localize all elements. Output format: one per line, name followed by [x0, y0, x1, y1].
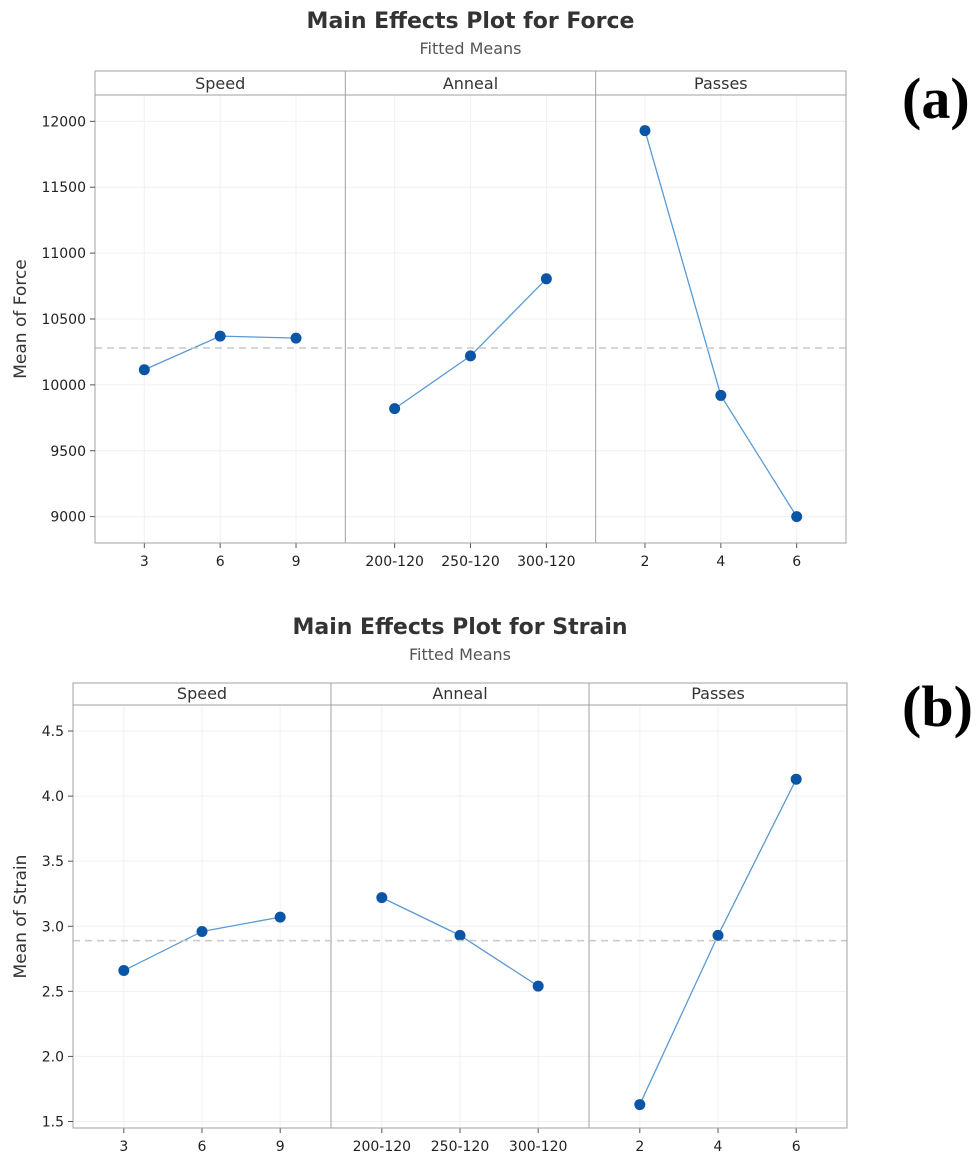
strain-y-tick-label: 3.0 — [42, 919, 64, 935]
force-data-point — [290, 332, 302, 344]
strain-x-tick-label: 200-120 — [353, 1139, 412, 1155]
strain-data-point — [118, 965, 130, 977]
panel-label-a: (a) — [902, 66, 970, 131]
force-y-axis-label: Mean of Force — [11, 259, 31, 379]
force-data-point — [639, 125, 651, 137]
force-data-point — [715, 389, 727, 401]
strain-data-point — [532, 980, 544, 992]
strain-plot-frame — [72, 682, 848, 1129]
strain-x-tick-label: 9 — [276, 1139, 285, 1155]
strain-panel-header-passes: Passes — [691, 684, 745, 703]
strain-chart-title: Main Effects Plot for Strain — [292, 615, 627, 640]
strain-panel-header-anneal: Anneal — [432, 684, 487, 703]
force-panel-header-anneal: Anneal — [443, 74, 498, 93]
strain-y-tick-label: 3.5 — [42, 854, 64, 870]
strain-y-tick-label: 2.0 — [42, 1049, 64, 1065]
force-panel-header-passes: Passes — [694, 74, 748, 93]
strain-y-tick-label: 1.5 — [42, 1114, 64, 1130]
strain-chart: Main Effects Plot for Strain Fitted Means… — [0, 600, 900, 1160]
force-y-tick-label: 11000 — [41, 246, 86, 262]
force-data-point — [138, 364, 150, 376]
strain-data-point — [376, 892, 388, 904]
strain-chart-subtitle: Fitted Means — [409, 645, 511, 664]
strain-y-tick-label: 4.5 — [42, 724, 64, 740]
force-x-tick-label: 200-120 — [365, 554, 424, 570]
force-x-tick-label: 4 — [716, 554, 725, 570]
force-x-tick-label: 300-120 — [517, 554, 576, 570]
force-data-point — [465, 350, 476, 362]
force-data-point — [791, 511, 803, 523]
strain-panel-header-speed: Speed — [177, 684, 227, 703]
force-y-tick-label: 11500 — [41, 180, 86, 196]
strain-chart-svg: Main Effects Plot for Strain Fitted Means… — [11, 615, 848, 1155]
force-chart-subtitle: Fitted Means — [419, 39, 521, 58]
force-y-tick-label: 9500 — [50, 444, 86, 460]
strain-data-point — [454, 929, 466, 941]
strain-x-tick-label: 300-120 — [509, 1139, 568, 1155]
force-x-tick-label: 2 — [641, 554, 650, 570]
strain-y-tick-label: 2.5 — [42, 984, 64, 1000]
strain-x-tick-label: 6 — [198, 1139, 207, 1155]
strain-y-axis-label: Mean of Strain — [11, 855, 31, 979]
force-y-tick-label: 10500 — [41, 312, 86, 328]
force-y-tick-label: 12000 — [41, 114, 86, 130]
strain-data-point — [712, 929, 724, 941]
strain-y-tick-label: 4.0 — [42, 789, 64, 805]
strain-x-tick-label: 3 — [119, 1139, 128, 1155]
force-x-tick-label: 250-120 — [441, 554, 500, 570]
force-chart: Main Effects Plot for Force Fitted Means M… — [0, 0, 900, 589]
strain-data-point — [790, 773, 802, 785]
force-data-point — [389, 403, 401, 415]
force-y-tick-label: 9000 — [50, 510, 86, 526]
strain-data-point — [196, 925, 208, 937]
force-x-tick-label: 6 — [792, 554, 801, 570]
force-x-tick-label: 3 — [140, 554, 149, 570]
force-data-point — [214, 330, 226, 342]
strain-x-tick-label: 2 — [635, 1139, 644, 1155]
strain-x-tick-label: 6 — [792, 1139, 801, 1155]
force-chart-title: Main Effects Plot for Force — [307, 9, 635, 34]
strain-data-point — [274, 911, 286, 923]
force-data-point — [540, 273, 552, 285]
force-panel-header-speed: Speed — [195, 74, 245, 93]
force-y-tick-label: 10000 — [41, 378, 86, 394]
strain-x-tick-label: 250-120 — [431, 1139, 490, 1155]
force-chart-svg: Main Effects Plot for Force Fitted Means M… — [11, 9, 847, 570]
force-x-tick-label: 9 — [292, 554, 301, 570]
strain-x-tick-label: 4 — [714, 1139, 723, 1155]
force-plot-frame — [94, 70, 847, 544]
panel-label-b: (b) — [902, 674, 973, 739]
strain-data-point — [634, 1099, 646, 1111]
force-x-tick-label: 6 — [216, 554, 225, 570]
